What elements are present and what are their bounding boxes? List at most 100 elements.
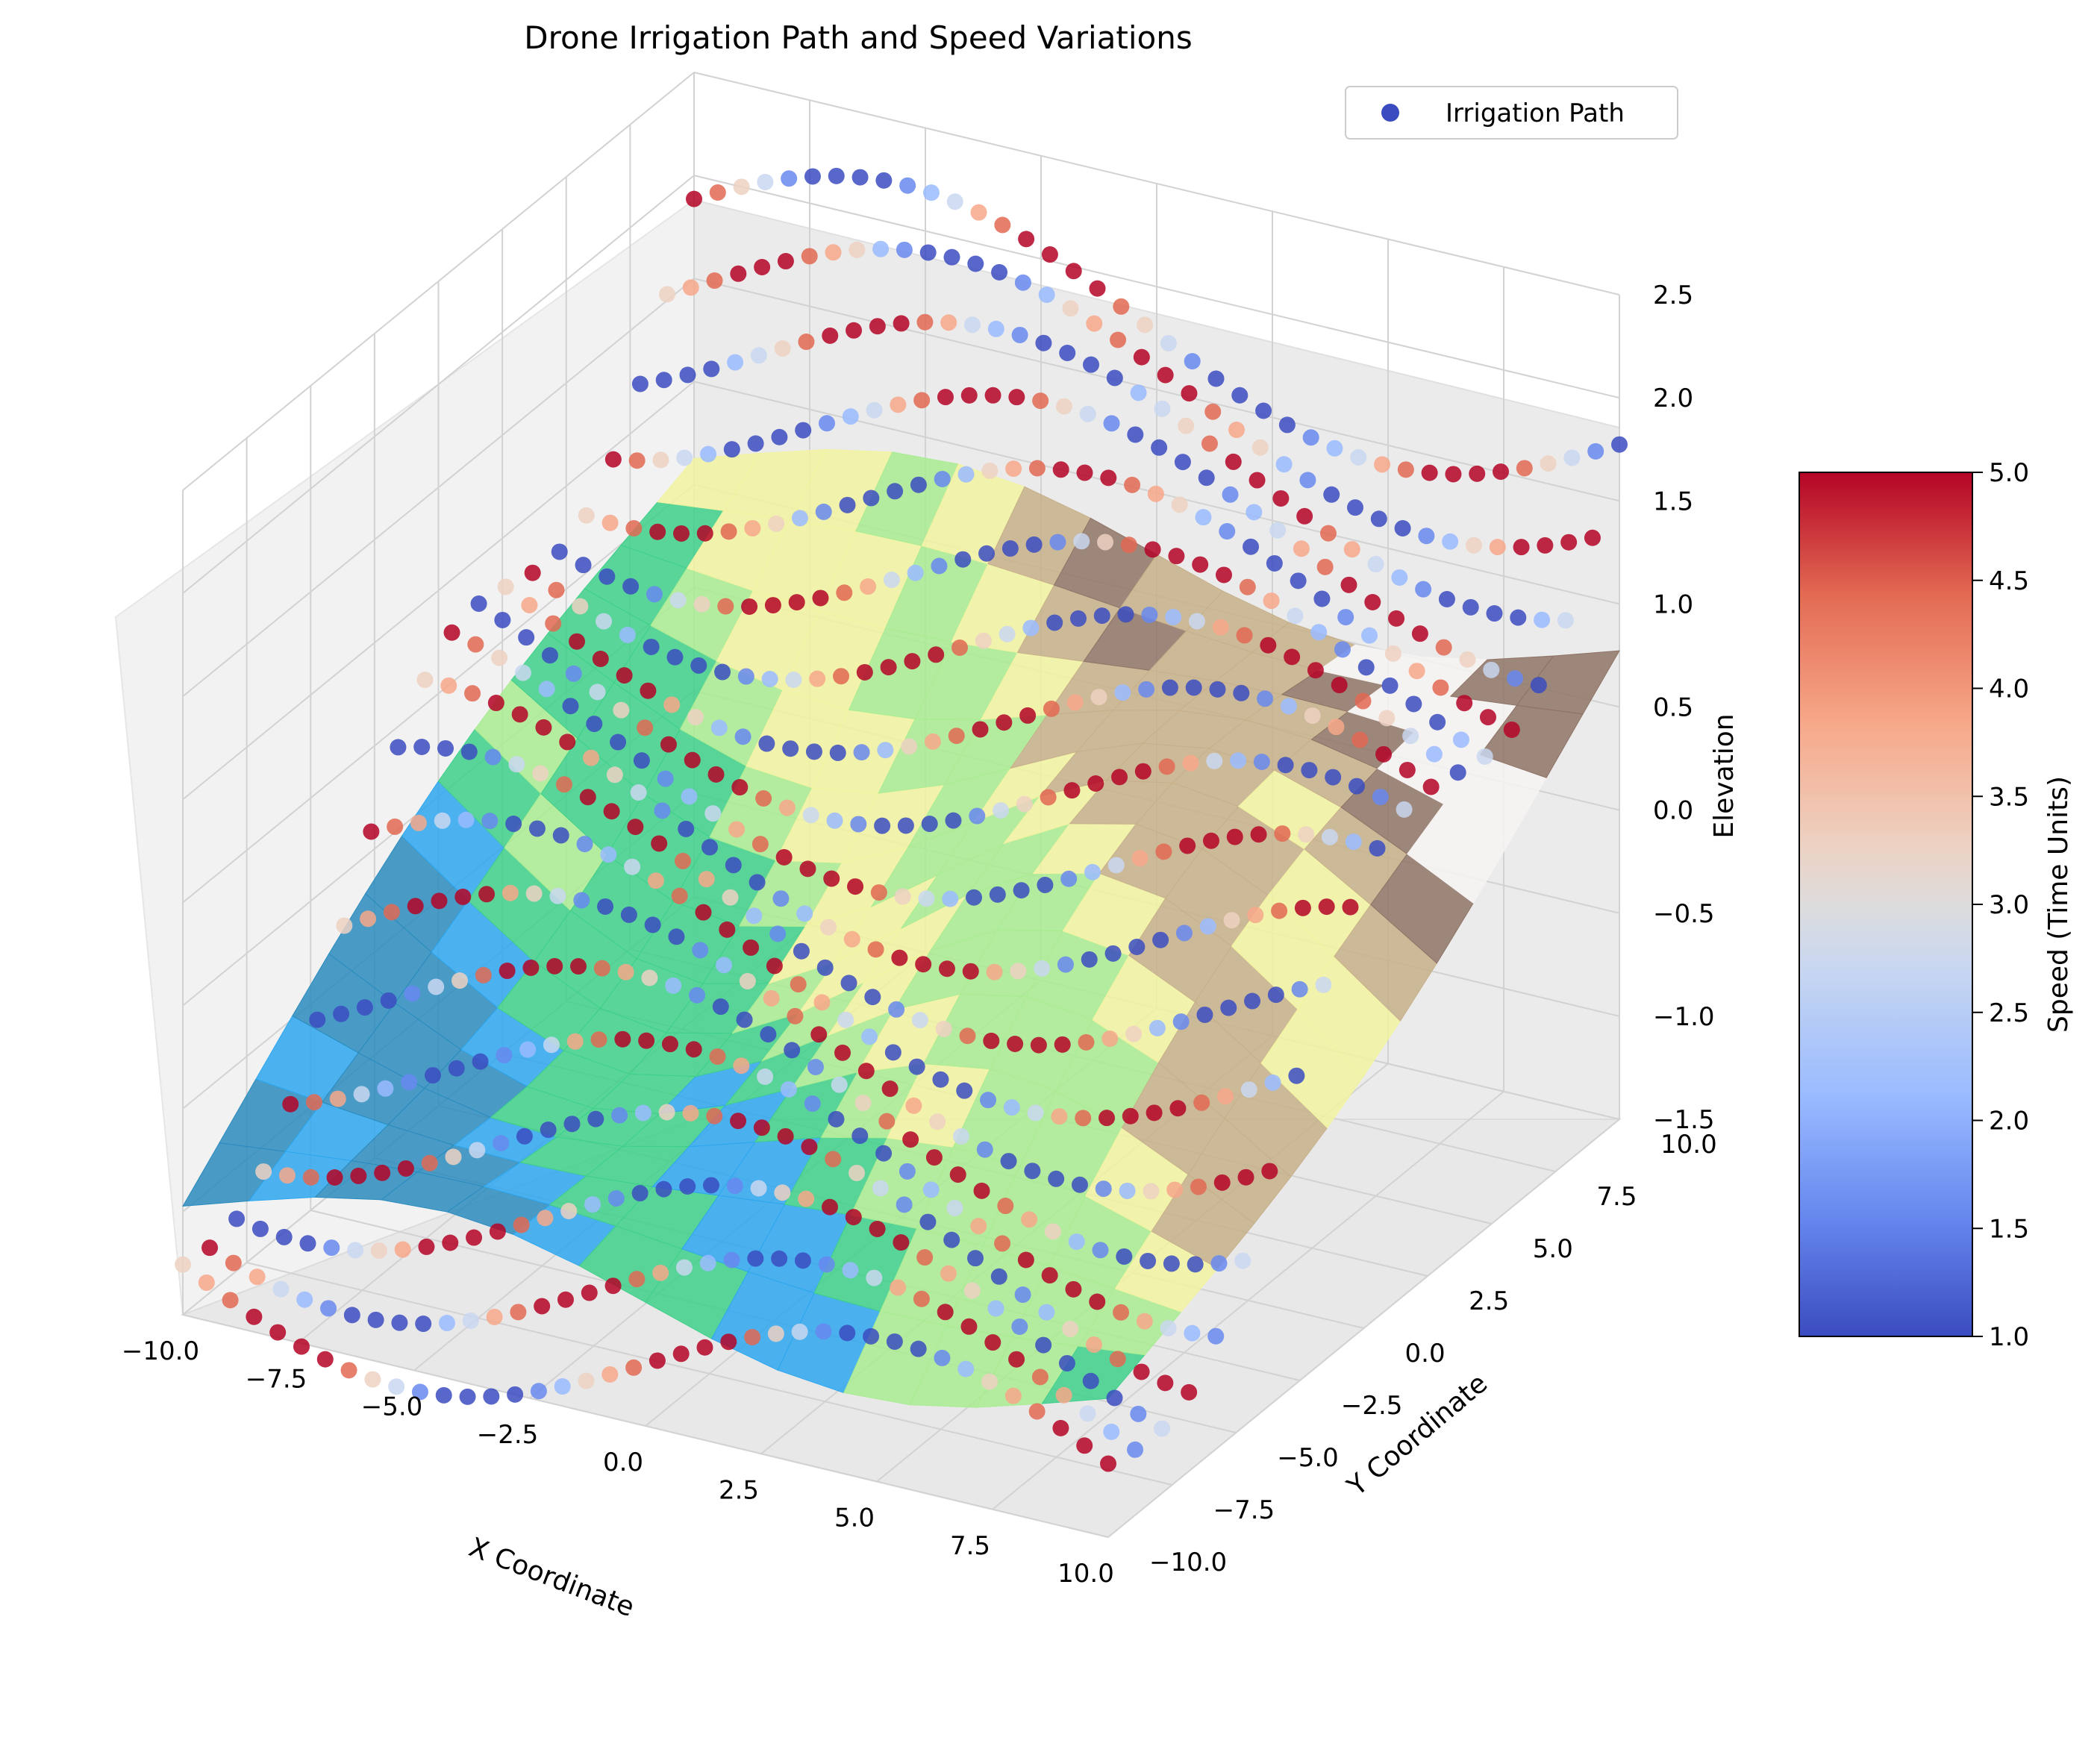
path-point (1103, 1423, 1120, 1440)
path-point (831, 1076, 848, 1093)
path-point (785, 671, 802, 688)
path-point (836, 584, 853, 601)
path-point (445, 1148, 462, 1166)
path-point (980, 1092, 997, 1109)
path-point (1051, 1108, 1068, 1125)
path-point (943, 1231, 960, 1248)
path-point (840, 975, 857, 992)
path-point (651, 835, 668, 852)
path-point (993, 802, 1010, 819)
path-point (652, 1264, 669, 1281)
path-point (470, 595, 487, 612)
path-point (1166, 1181, 1184, 1198)
path-point (948, 728, 965, 745)
path-point (1201, 435, 1218, 452)
path-point (846, 322, 863, 339)
path-point (725, 857, 742, 874)
back-grid-line (693, 278, 1620, 502)
path-point (967, 255, 984, 272)
path-point (1161, 679, 1178, 696)
path-point (761, 671, 778, 688)
path-point (1530, 677, 1547, 694)
path-point (942, 890, 959, 907)
colorbar-gradient (1799, 472, 1973, 1337)
legend-marker (1381, 104, 1399, 122)
path-point (996, 714, 1013, 731)
path-point (1127, 1441, 1144, 1458)
path-point (818, 415, 835, 432)
path-point (1418, 528, 1435, 545)
path-point (737, 668, 754, 685)
path-point (1202, 832, 1219, 849)
path-point (1307, 662, 1324, 679)
path-point (963, 1282, 981, 1299)
path-point (851, 169, 869, 186)
path-point (704, 805, 722, 822)
path-point (916, 1249, 934, 1266)
path-point (638, 1032, 655, 1049)
path-point (1326, 440, 1343, 457)
path-point (774, 340, 791, 357)
path-point (316, 1351, 334, 1368)
path-point (1057, 956, 1074, 973)
path-point (866, 1269, 883, 1286)
path-point (997, 1198, 1014, 1215)
path-point (804, 168, 821, 185)
path-point (596, 613, 613, 630)
path-point (1351, 731, 1369, 748)
z-tick-label: 0.5 (1653, 693, 1693, 723)
path-point (703, 1177, 720, 1194)
path-point (860, 578, 877, 595)
path-point (1127, 426, 1144, 443)
path-point (706, 1107, 723, 1125)
path-point (883, 572, 900, 589)
path-point (915, 956, 932, 973)
path-point (1479, 709, 1496, 726)
side-grid-line (182, 278, 695, 698)
path-point (1011, 326, 1028, 343)
path-point (1052, 461, 1069, 478)
path-point (1304, 707, 1321, 725)
path-point (1196, 1006, 1213, 1023)
path-point (616, 667, 633, 684)
path-point (560, 1202, 578, 1219)
path-point (1038, 1304, 1055, 1321)
path-point (364, 1371, 381, 1388)
y-tick-label: 7.5 (1596, 1182, 1637, 1212)
path-point (481, 813, 499, 830)
path-point (957, 1360, 975, 1377)
back-grid-line (693, 72, 1620, 295)
path-point (1092, 1242, 1109, 1259)
path-point (887, 483, 904, 500)
path-point (1008, 389, 1025, 406)
path-point (833, 668, 850, 685)
path-point (1025, 536, 1043, 553)
path-point (1432, 679, 1449, 696)
path-point (1275, 456, 1293, 473)
path-point (1230, 752, 1247, 769)
path-point (415, 1316, 432, 1333)
path-point (970, 204, 987, 221)
chart-title: Drone Irrigation Path and Speed Variatio… (524, 19, 1192, 56)
path-point (1219, 523, 1236, 540)
path-point (611, 1107, 628, 1124)
z-tick-label: −1.0 (1653, 1002, 1715, 1032)
path-point (475, 966, 492, 983)
path-point (1027, 1104, 1044, 1122)
path-point (816, 959, 834, 976)
path-point (1250, 826, 1267, 843)
path-point (528, 820, 546, 837)
path-point (932, 1071, 949, 1088)
path-point (655, 372, 672, 389)
path-point (1350, 448, 1367, 466)
path-point (894, 888, 911, 905)
path-point (1294, 899, 1311, 916)
path-point (747, 1250, 764, 1267)
path-point (1018, 231, 1035, 248)
path-point (1263, 592, 1280, 610)
path-point (815, 1323, 832, 1340)
x-tick-label: −7.5 (246, 1364, 307, 1394)
path-point (937, 389, 954, 406)
path-point (377, 1080, 394, 1097)
